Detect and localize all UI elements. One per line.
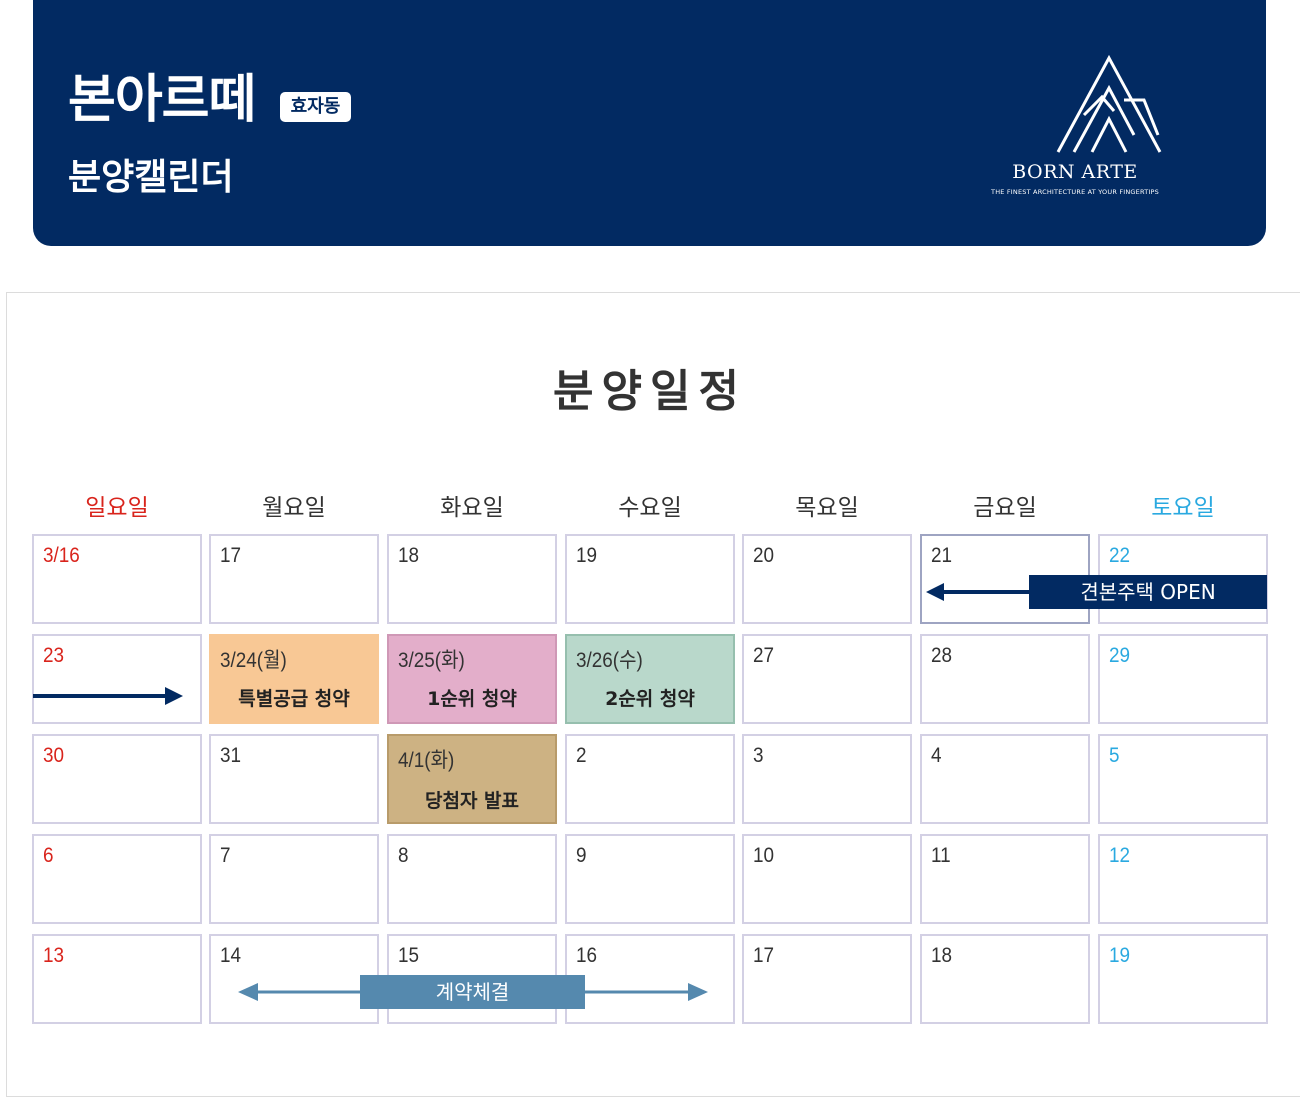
day-cell[interactable]: 12 [1098, 834, 1268, 924]
header-banner [33, 0, 1266, 246]
day-cell[interactable]: 20 [742, 534, 912, 624]
contract-bar[interactable]: 계약체결 [360, 975, 585, 1009]
day-cell[interactable]: 23 [32, 634, 202, 724]
model-house-open-bar[interactable]: 견본주택 OPEN [1029, 575, 1267, 609]
day-number: 13 [43, 944, 65, 967]
page-subtitle: 분양캘린더 [68, 157, 234, 198]
weekday-saturday: 토요일 [1151, 495, 1215, 521]
day-cell[interactable]: 17 [209, 534, 379, 624]
day-number: 19 [1109, 944, 1131, 967]
day-cell[interactable]: 3/16 [32, 534, 202, 624]
weekday-tuesday: 화요일 [440, 495, 504, 521]
day-number: 3/16 [43, 544, 80, 567]
day-number: 15 [398, 944, 420, 967]
schedule-title: 분양일정 [553, 366, 747, 417]
day-cell[interactable]: 17 [742, 934, 912, 1024]
event-date: 3/25(화) [398, 649, 465, 672]
day-cell[interactable]: 30 [32, 734, 202, 824]
day-cell[interactable]: 2 [565, 734, 735, 824]
day-cell[interactable]: 5 [1098, 734, 1268, 824]
event-label: 2순위 청약 [605, 688, 695, 710]
day-number: 2 [576, 744, 587, 767]
arrow-left-icon [926, 583, 1032, 601]
event-label: 특별공급 청약 [238, 688, 350, 710]
day-cell[interactable]: 4 [920, 734, 1090, 824]
day-number: 8 [398, 844, 409, 867]
event-cell-second-priority[interactable]: 3/26(수) 2순위 청약 [565, 634, 735, 724]
day-number: 17 [220, 544, 242, 567]
event-cell-special-supply[interactable]: 3/24(월) 특별공급 청약 [209, 634, 379, 724]
event-cell-first-priority[interactable]: 3/25(화) 1순위 청약 [387, 634, 557, 724]
weekday-friday: 금요일 [973, 495, 1037, 521]
day-number: 12 [1109, 844, 1131, 867]
day-number: 31 [220, 744, 242, 767]
day-cell[interactable]: 11 [920, 834, 1090, 924]
day-number: 3 [753, 744, 764, 767]
logo-slogan: THE FINEST ARCHITECTURE AT YOUR FINGERTI… [991, 188, 1159, 196]
weekday-wednesday: 수요일 [618, 495, 682, 521]
event-date: 3/26(수) [576, 649, 643, 672]
day-cell[interactable]: 27 [742, 634, 912, 724]
location-tag: 효자동 [280, 92, 351, 122]
day-number: 18 [931, 944, 953, 967]
day-number: 18 [398, 544, 420, 567]
day-cell[interactable]: 3 [742, 734, 912, 824]
weekday-thursday: 목요일 [795, 495, 859, 521]
logo-name: BORN ARTE [1012, 161, 1138, 183]
day-cell[interactable]: 31 [209, 734, 379, 824]
weekday-monday: 월요일 [262, 495, 326, 521]
day-cell[interactable]: 7 [209, 834, 379, 924]
weekday-sunday: 일요일 [85, 495, 149, 521]
event-cell-winners[interactable]: 4/1(화) 당첨자 발표 [387, 734, 557, 824]
event-date: 4/1(화) [398, 749, 455, 772]
day-cell[interactable]: 18 [920, 934, 1090, 1024]
day-cell[interactable]: 29 [1098, 634, 1268, 724]
day-number: 19 [576, 544, 598, 567]
brand-title: 본아르떼 [68, 70, 256, 130]
day-number: 4 [931, 744, 942, 767]
day-cell[interactable]: 16 [565, 934, 735, 1024]
day-cell[interactable]: 9 [565, 834, 735, 924]
day-number: 28 [931, 644, 953, 667]
day-cell[interactable]: 14 [209, 934, 379, 1024]
day-number: 9 [576, 844, 587, 867]
day-number: 29 [1109, 644, 1131, 667]
day-number: 22 [1109, 544, 1131, 567]
day-cell[interactable]: 8 [387, 834, 557, 924]
event-label: 당첨자 발표 [424, 790, 519, 812]
day-number: 27 [753, 644, 775, 667]
event-date: 3/24(월) [220, 649, 287, 672]
day-number: 21 [931, 544, 953, 567]
day-number: 30 [43, 744, 65, 767]
day-number: 10 [753, 844, 775, 867]
day-cell[interactable]: 6 [32, 834, 202, 924]
day-number: 16 [576, 944, 598, 967]
day-cell[interactable]: 19 [565, 534, 735, 624]
day-cell[interactable]: 19 [1098, 934, 1268, 1024]
mountain-logo-icon [1056, 55, 1162, 153]
day-number: 20 [753, 544, 775, 567]
day-number: 7 [220, 844, 231, 867]
day-number: 14 [220, 944, 242, 967]
day-cell[interactable]: 18 [387, 534, 557, 624]
day-cell[interactable]: 13 [32, 934, 202, 1024]
event-label: 1순위 청약 [427, 688, 517, 710]
day-number: 23 [43, 644, 65, 667]
day-number: 11 [931, 844, 951, 867]
day-number: 17 [753, 944, 775, 967]
arrow-right-icon [33, 687, 183, 705]
day-number: 5 [1109, 744, 1120, 767]
day-number: 6 [43, 844, 54, 867]
day-cell[interactable]: 10 [742, 834, 912, 924]
day-cell[interactable]: 28 [920, 634, 1090, 724]
